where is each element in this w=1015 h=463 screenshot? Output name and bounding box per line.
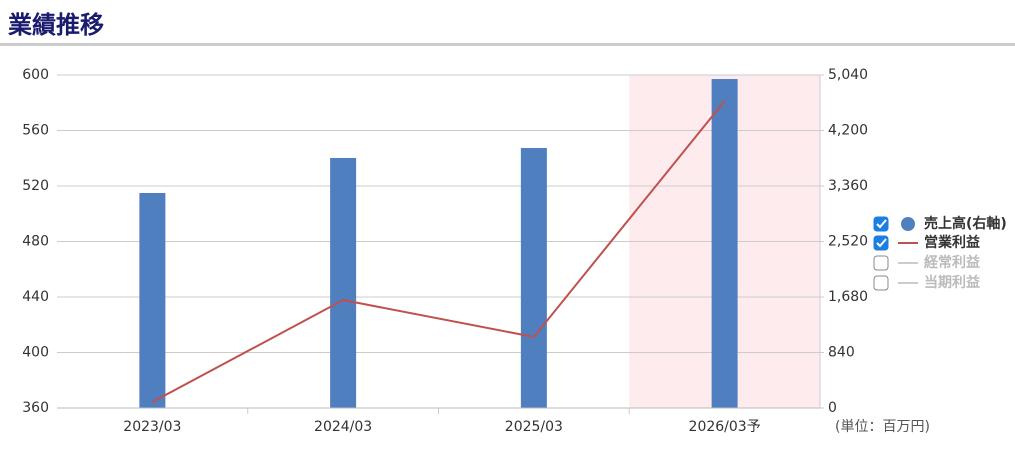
legend-checkbox[interactable] <box>873 216 889 232</box>
legend-label[interactable]: 経常利益 <box>924 254 980 271</box>
y2-tick-label: 840 <box>828 345 855 361</box>
y-tick-label: 480 <box>22 234 49 250</box>
legend-checkbox[interactable] <box>873 275 889 291</box>
x-tick-label: 2024/03 <box>314 419 372 435</box>
y2-tick-label: 5,040 <box>828 67 868 83</box>
legend-label[interactable]: 売上高(右軸) <box>924 215 1007 232</box>
bar <box>330 157 357 408</box>
legend-checkbox[interactable] <box>873 255 889 271</box>
y2-tick-label: 3,360 <box>828 178 868 194</box>
y-tick-label: 360 <box>22 400 49 416</box>
y-tick-label: 440 <box>22 289 49 305</box>
unit-label: (単位：百万円) <box>835 419 930 435</box>
y-tick-label: 400 <box>22 345 49 361</box>
bar <box>711 79 738 408</box>
title-underline <box>0 43 1015 46</box>
y2-tick-label: 0 <box>828 400 837 416</box>
chart-title: 業績推移 <box>8 11 104 39</box>
legend-checkbox[interactable] <box>873 235 889 251</box>
y-tick-label: 560 <box>22 123 49 139</box>
x-tick-label: 2026/03予 <box>689 419 761 435</box>
bar <box>520 148 547 409</box>
y2-tick-label: 4,200 <box>828 123 868 139</box>
x-tick-label: 2025/03 <box>505 419 563 435</box>
y2-tick-label: 2,520 <box>828 234 868 250</box>
y-tick-label: 600 <box>22 67 49 83</box>
y2-tick-label: 1,680 <box>828 289 868 305</box>
line <box>151 100 726 403</box>
legend-label[interactable]: 営業利益 <box>924 234 980 251</box>
checkmark <box>876 219 887 229</box>
y-tick-label: 520 <box>22 178 49 194</box>
legend-swatch <box>901 217 915 231</box>
checkmark <box>876 238 887 248</box>
x-tick-label: 2023/03 <box>123 419 181 435</box>
legend-label[interactable]: 当期利益 <box>924 274 980 291</box>
bar <box>139 193 166 408</box>
